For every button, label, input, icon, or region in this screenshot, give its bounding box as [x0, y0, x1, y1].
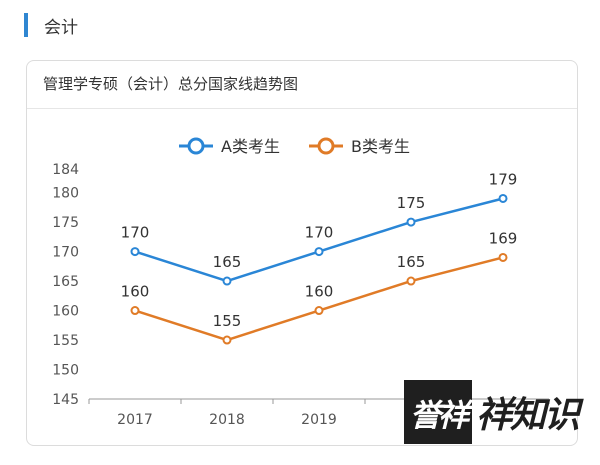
y-tick-label: 155 — [52, 333, 79, 349]
data-label-b: 160 — [121, 283, 150, 301]
data-point-b — [498, 252, 508, 262]
x-tick-label: 2019 — [301, 412, 337, 428]
data-label-b: 165 — [397, 253, 426, 271]
data-point-a — [130, 247, 140, 257]
x-tick-label: 2017 — [117, 412, 153, 428]
data-label-a: 170 — [121, 224, 150, 242]
watermark-text: 祥知识 — [476, 395, 580, 436]
y-tick-label: 175 — [52, 215, 79, 231]
y-tick-label: 165 — [52, 274, 79, 290]
card-divider — [27, 108, 577, 109]
section-title: 会计 — [44, 17, 78, 38]
y-tick-label: 170 — [52, 245, 79, 261]
legend-marker-b — [317, 137, 335, 155]
x-tick-label: 2018 — [209, 412, 245, 428]
data-label-a: 165 — [213, 253, 242, 271]
watermark-logo: 誉祥 祥知识 — [404, 380, 600, 444]
legend-marker-a — [187, 137, 205, 155]
data-label-b: 155 — [213, 312, 242, 330]
data-point-a — [314, 247, 324, 257]
data-label-a: 170 — [305, 224, 334, 242]
data-point-b — [130, 306, 140, 316]
y-tick-label: 150 — [52, 363, 79, 379]
data-label-a: 175 — [397, 194, 426, 212]
chart-card: 管理学专硕（会计）总分国家线趋势图 145 150 155 160 165 170 175 1… — [26, 60, 578, 446]
data-label-b: 169 — [489, 229, 518, 247]
legend-label-a: A类考生 — [221, 137, 280, 156]
data-point-a — [498, 193, 508, 203]
legend-label-b: B类考生 — [351, 137, 410, 156]
card-title: 管理学专硕（会计）总分国家线趋势图 — [43, 75, 299, 93]
line-chart: 145 150 155 160 165 170 175 180 184 2017 2018 2019 A… — [52, 137, 550, 428]
y-tick-label: 184 — [52, 162, 79, 178]
y-tick-label: 180 — [52, 186, 79, 202]
data-point-a — [406, 217, 416, 227]
y-tick-label: 145 — [52, 392, 79, 408]
data-point-b — [406, 276, 416, 286]
section-accent-bar — [24, 13, 28, 37]
section-header: 会计 — [24, 12, 78, 38]
data-point-b — [314, 306, 324, 316]
data-point-a — [222, 276, 232, 286]
y-tick-label: 160 — [52, 304, 79, 320]
watermark-box: 誉祥 — [404, 380, 472, 444]
data-point-b — [222, 335, 232, 345]
data-label-a: 179 — [489, 170, 518, 188]
data-label-b: 160 — [305, 283, 334, 301]
